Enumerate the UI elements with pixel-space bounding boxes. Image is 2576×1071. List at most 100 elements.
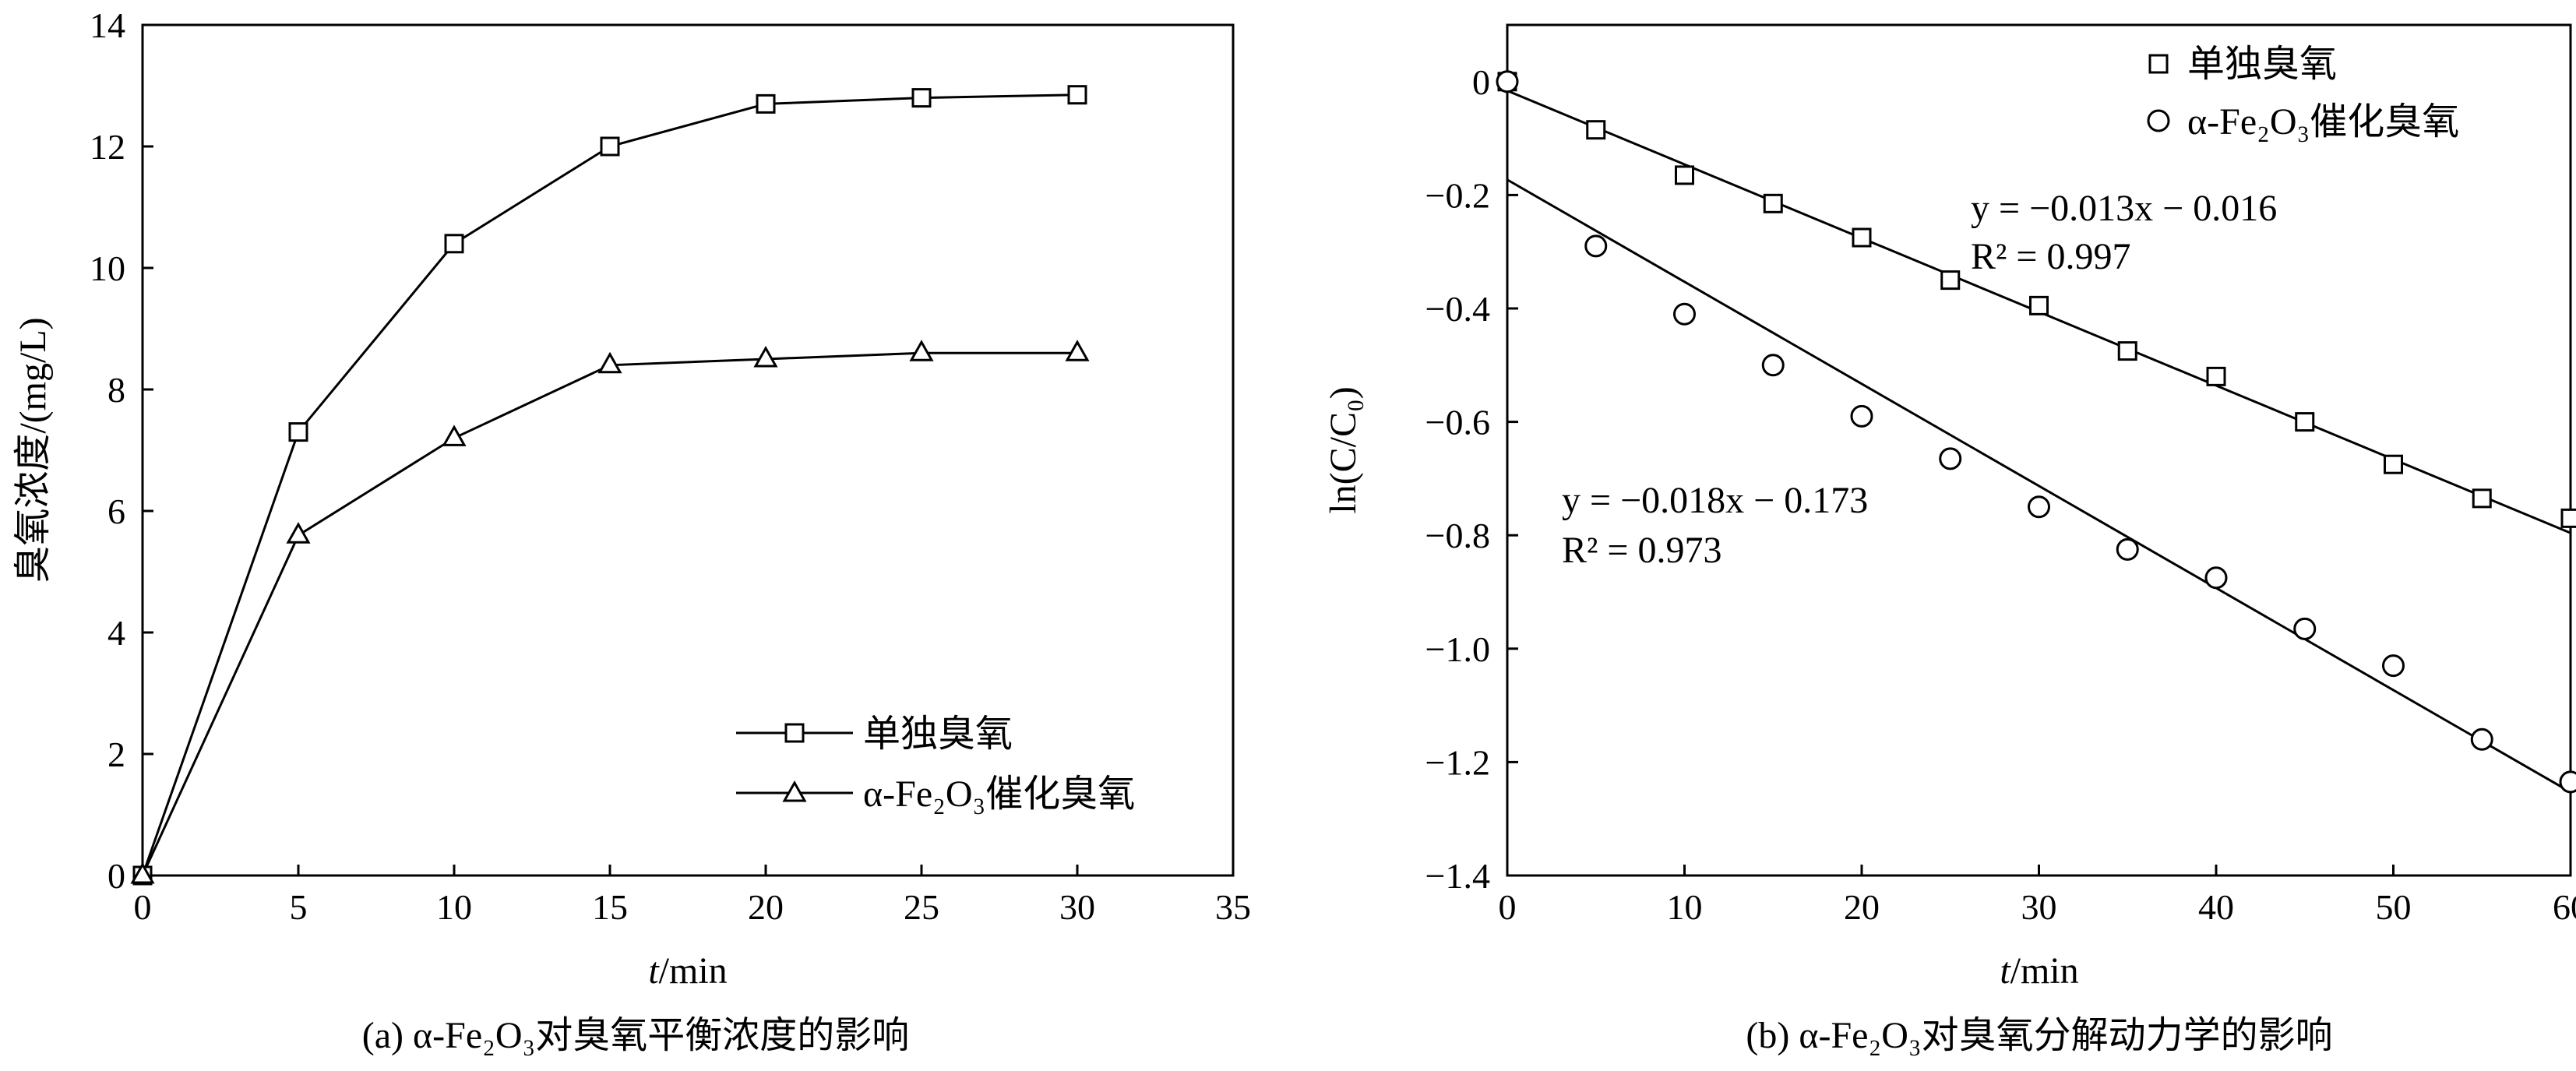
chart-b-point-1 bbox=[1675, 165, 1694, 185]
chart-b-point-1 bbox=[2472, 488, 2492, 509]
chart-b-point-1 bbox=[1940, 270, 1961, 291]
chart-b-point-1 bbox=[2029, 295, 2049, 315]
chart-a-markers bbox=[130, 85, 1090, 886]
chart-a-x-tick-label: 30 bbox=[1059, 887, 1095, 927]
chart-b-x-tick-label: 30 bbox=[2021, 887, 2057, 927]
chart-b-point-1 bbox=[2560, 508, 2576, 528]
chart-b-legend-label-1: 单独臭氧 bbox=[2187, 44, 2337, 85]
chart-a-point-2 bbox=[909, 340, 934, 361]
chart-a-ylabel: 臭氧浓度/(mg/L) bbox=[12, 317, 54, 583]
chart-b-legend-marker-2 bbox=[2147, 109, 2170, 132]
chart-a-legend-marker-1 bbox=[784, 723, 805, 743]
chart-a-series-line-1 bbox=[141, 93, 1078, 876]
chart-b-y-tick-label: −1.4 bbox=[1425, 856, 1490, 896]
chart-a-y-tick-label: 8 bbox=[107, 370, 125, 410]
chart-b-point-2 bbox=[1584, 234, 1608, 258]
chart-a-point-1 bbox=[1067, 85, 1087, 105]
chart-a-y-tick-label: 2 bbox=[107, 735, 125, 774]
chart-a-x-tick-label: 0 bbox=[134, 887, 152, 927]
chart-a-x-tick-label: 10 bbox=[436, 887, 472, 927]
chart-a-point-2 bbox=[442, 425, 467, 446]
chart-a-x-ticks: 0 5 10 15 20 25 30 35 bbox=[134, 865, 1251, 927]
chart-a-xlabel: t/min bbox=[648, 950, 727, 992]
chart-b-fit-r2-2: R² = 0.973 bbox=[1562, 530, 1721, 571]
chart-a-y-tick-label: 0 bbox=[107, 856, 125, 896]
chart-b-x-tick-label: 40 bbox=[2198, 887, 2234, 927]
chart-b-point-1 bbox=[1852, 227, 1872, 248]
chart-b-y-tick-label: −1.2 bbox=[1425, 742, 1490, 782]
chart-b-y-tick-label: −0.6 bbox=[1425, 403, 1490, 442]
chart-a-y-tick-label: 12 bbox=[90, 127, 125, 167]
chart-b-fit-r2-1: R² = 0.997 bbox=[1971, 236, 2130, 277]
chart-b-y-tick-label: −0.2 bbox=[1425, 175, 1490, 215]
chart-a-y-tick-label: 6 bbox=[107, 491, 125, 531]
chart-a-point-2 bbox=[130, 861, 155, 884]
chart-a-x-tick-label: 5 bbox=[290, 887, 308, 927]
chart-b-point-1 bbox=[2117, 341, 2137, 361]
chart-b-x-tick-label: 20 bbox=[1844, 887, 1880, 927]
chart-b-point-2 bbox=[2116, 537, 2139, 561]
chart-a-y-tick-label: 10 bbox=[90, 248, 125, 288]
chart-b-y-ticks: 0 −0.2 −0.4 −0.6 −0.8 −1.0 −1.2 −1.4 bbox=[1425, 62, 1518, 896]
chart-b-point-1 bbox=[2295, 412, 2315, 432]
chart-a-caption: (a) α-Fe₂O₃对臭氧平衡浓度的影响 bbox=[362, 1015, 910, 1056]
chart-a: 0 5 10 15 20 25 30 35 0 2 4 6 8 10 12 14 臭氧浓度/(mg/L) t… bbox=[12, 5, 1251, 1056]
chart-b-x-tick-label: 10 bbox=[1667, 887, 1703, 927]
chart-b-point-1 bbox=[2206, 366, 2226, 386]
chart-b-plot-frame bbox=[1506, 23, 2572, 877]
chart-a-point-2 bbox=[753, 345, 778, 368]
chart-b-legend: 单独臭氧 α-Fe₂O₃催化臭氧 bbox=[2147, 44, 2459, 143]
chart-b-point-2 bbox=[2382, 654, 2405, 678]
chart-a-point-1 bbox=[911, 88, 932, 108]
chart-b-point-1 bbox=[2384, 454, 2403, 474]
chart-a-legend-label-2: α-Fe₂O₃催化臭氧 bbox=[863, 773, 1135, 815]
chart-a-legend-label-1: 单独臭氧 bbox=[863, 713, 1013, 755]
chart-b-point-1 bbox=[1763, 193, 1783, 213]
chart-a-point-2 bbox=[1065, 340, 1090, 361]
chart-b-point-2 bbox=[1939, 447, 1962, 470]
chart-b-xlabel: t/min bbox=[2000, 950, 2078, 992]
chart-a-x-tick-label: 25 bbox=[904, 887, 939, 927]
chart-b-x-tick-label: 50 bbox=[2376, 887, 2412, 927]
chart-b-x-tick-label: 0 bbox=[1499, 887, 1517, 927]
chart-b-point-2 bbox=[1850, 404, 1873, 428]
chart-b-x-tick-label: 60 bbox=[2553, 887, 2576, 927]
chart-b-point-2 bbox=[2028, 495, 2050, 519]
chart-a-y-tick-label: 14 bbox=[90, 5, 125, 45]
chart-a-plot-frame bbox=[141, 23, 1235, 877]
chart-a-point-1 bbox=[600, 136, 620, 157]
chart-a-y-tick-label: 4 bbox=[107, 613, 125, 653]
chart-b-fit-equation-1: y = −0.013x − 0.016 bbox=[1971, 188, 2277, 229]
chart-b-y-tick-label: −0.8 bbox=[1425, 516, 1490, 555]
chart-b-fit-line-2 bbox=[1506, 178, 2571, 794]
chart-b-point-2 bbox=[1496, 70, 1519, 93]
chart-b-point-2 bbox=[2293, 617, 2317, 640]
chart-b-point-2 bbox=[2559, 770, 2576, 794]
chart-b-fit-equation-2: y = −0.018x − 0.173 bbox=[1562, 480, 1868, 521]
chart-b-point-1 bbox=[1586, 120, 1606, 140]
chart-a-lines bbox=[141, 93, 1078, 876]
chart-b-ylabel: ln(C/C₀) bbox=[1323, 386, 1364, 513]
chart-a-x-tick-label: 35 bbox=[1215, 887, 1251, 927]
chart-b-point-2 bbox=[2204, 566, 2228, 590]
chart-a-point-1 bbox=[444, 234, 464, 254]
chart-b: 0 10 20 30 40 50 60 0 −0.2 −0.4 −0.6 −0.8 −1.0 −1.2 −… bbox=[1323, 23, 2576, 1056]
chart-a-x-tick-label: 20 bbox=[748, 887, 784, 927]
chart-a-x-tick-label: 15 bbox=[592, 887, 628, 927]
chart-b-legend-label-2: α-Fe₂O₃催化臭氧 bbox=[2187, 101, 2459, 143]
chart-b-y-tick-label: 0 bbox=[1472, 62, 1490, 102]
chart-b-legend-marker-1 bbox=[2148, 54, 2169, 74]
chart-b-point-2 bbox=[1761, 354, 1785, 377]
chart-a-legend: 单独臭氧 α-Fe₂O₃催化臭氧 bbox=[736, 713, 1135, 815]
chart-b-caption: (b) α-Fe₂O₃对臭氧分解动力学的影响 bbox=[1746, 1015, 2332, 1056]
chart-a-point-1 bbox=[756, 93, 776, 114]
chart-b-x-ticks: 0 10 20 30 40 50 60 bbox=[1499, 865, 2576, 927]
chart-b-point-2 bbox=[1673, 302, 1696, 326]
chart-a-point-2 bbox=[286, 522, 311, 544]
chart-b-y-tick-label: −1.0 bbox=[1425, 629, 1490, 669]
chart-b-point-2 bbox=[2470, 728, 2493, 751]
chart-a-y-ticks: 0 2 4 6 8 10 12 14 bbox=[90, 5, 153, 896]
chart-a-point-1 bbox=[288, 422, 308, 442]
chart-a-point-2 bbox=[597, 351, 622, 374]
